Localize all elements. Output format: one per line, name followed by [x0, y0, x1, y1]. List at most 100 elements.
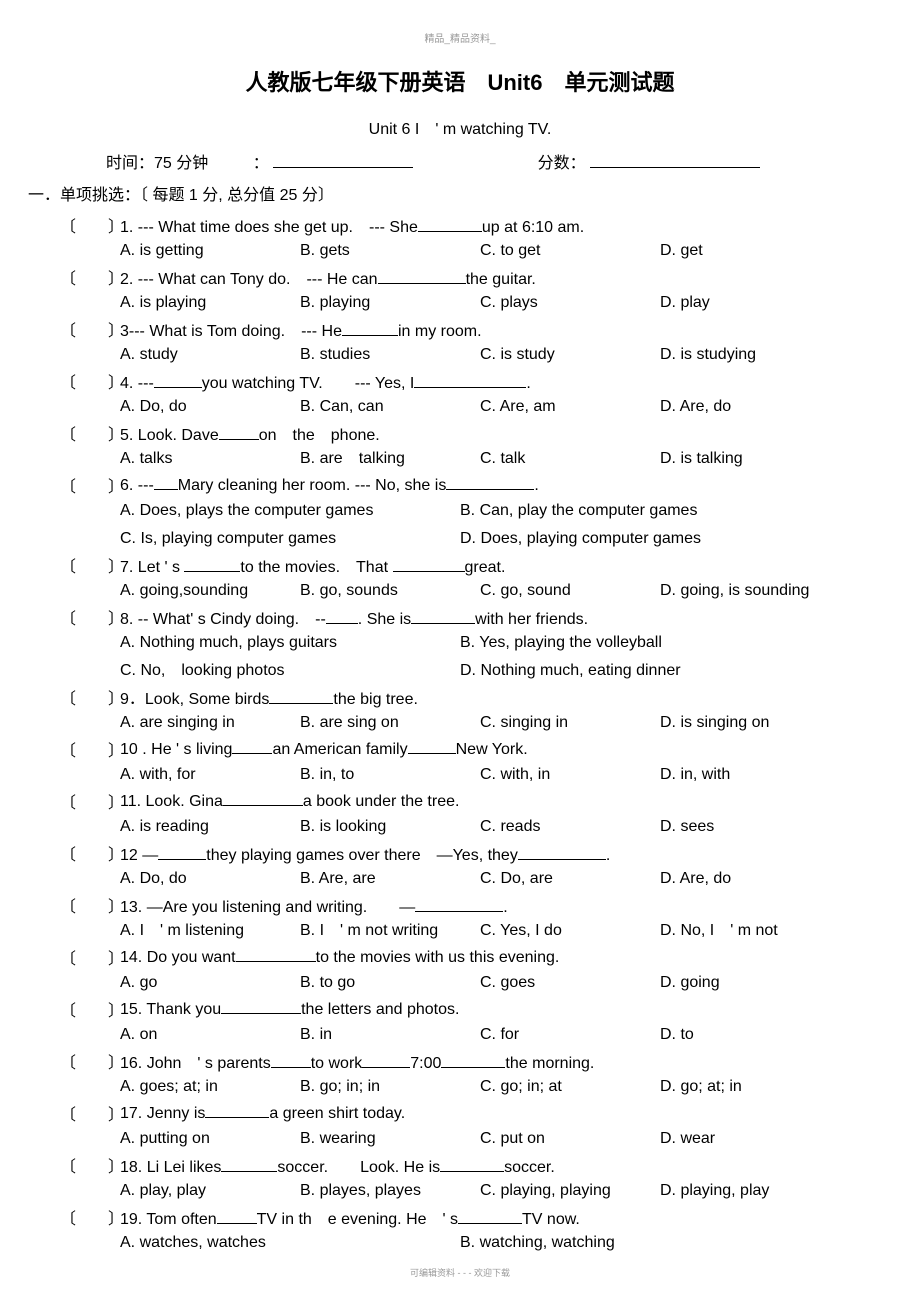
question-stem: 12 —they playing games over there —Yes, … [120, 841, 860, 865]
option: D. get [660, 237, 840, 265]
time-label: 时间：75 分钟 [106, 155, 208, 172]
option: B. go; in; in [300, 1073, 480, 1101]
option-line: A. going,soundingB. go, soundsC. go, sou… [120, 577, 860, 605]
option: D. wear [660, 1125, 840, 1153]
answer-bracket: 〔 〕 [60, 1101, 120, 1125]
option: D. play [660, 289, 840, 317]
option: A. go [120, 969, 300, 997]
option-line: A. putting onB. wearingC. put onD. wear [120, 1125, 860, 1153]
answer-bracket: 〔 〕 [60, 997, 120, 1021]
option: B. playes, playes [300, 1177, 480, 1205]
option: B. in, to [300, 761, 480, 789]
option: C. talk [480, 445, 660, 473]
option: D. go; at; in [660, 1073, 840, 1101]
option-line: A. Nothing much, plays guitarsB. Yes, pl… [120, 629, 860, 657]
option: B. gets [300, 237, 480, 265]
answer-bracket: 〔 〕 [60, 841, 120, 865]
option: D. in, with [660, 761, 840, 789]
question-row: 〔 〕14. Do you wantto the movies with us … [60, 945, 860, 969]
questions-container: 〔 〕1. --- What time does she get up. ---… [60, 213, 860, 1257]
option: C. singing in [480, 709, 660, 737]
question-row: 〔 〕18. Li Lei likessoccer. Look. He isso… [60, 1153, 860, 1177]
options-row: A. Does, plays the computer gamesB. Can,… [120, 497, 860, 553]
option-line: A. talksB. are talkingC. talkD. is talki… [120, 445, 860, 473]
question-row: 〔 〕11. Look. Ginaa book under the tree. [60, 789, 860, 813]
option: B. I ' m not writing [300, 917, 480, 945]
option-line: A. is playingB. playingC. playsD. play [120, 289, 860, 317]
option: C. go, sound [480, 577, 660, 605]
options-row: A. play, playB. playes, playesC. playing… [120, 1177, 860, 1205]
main-title: 人教版七年级下册英语 Unit6 单元测试题 [60, 65, 860, 97]
option: A. on [120, 1021, 300, 1049]
option: C. with, in [480, 761, 660, 789]
question-row: 〔 〕5. Look. Daveon the phone. [60, 421, 860, 445]
option: B. to go [300, 969, 480, 997]
option: C. Do, are [480, 865, 660, 893]
question-row: 〔 〕17. Jenny isa green shirt today. [60, 1101, 860, 1125]
option: D. Are, do [660, 865, 840, 893]
answer-bracket: 〔 〕 [60, 1205, 120, 1229]
option: C. No, looking photos [120, 657, 460, 685]
option-line: C. Is, playing computer gamesD. Does, pl… [120, 525, 860, 553]
options-row: A. are singing inB. are sing onC. singin… [120, 709, 860, 737]
option: C. Is, playing computer games [120, 525, 460, 553]
question-row: 〔 〕7. Let ' s to the movies. That great. [60, 553, 860, 577]
option: D. to [660, 1021, 840, 1049]
question-stem: 18. Li Lei likessoccer. Look. He issocce… [120, 1153, 860, 1177]
options-row: A. watches, watchesB. watching, watching [120, 1229, 860, 1257]
option: D. going [660, 969, 840, 997]
question-stem: 5. Look. Daveon the phone. [120, 421, 860, 445]
answer-bracket: 〔 〕 [60, 265, 120, 289]
option: A. Do, do [120, 393, 300, 421]
option: A. are singing in [120, 709, 300, 737]
question-row: 〔 〕8. -- What' s Cindy doing. --. She is… [60, 605, 860, 629]
option: B. Can, play the computer games [460, 497, 800, 525]
option: D. going, is sounding [660, 577, 840, 605]
answer-bracket: 〔 〕 [60, 369, 120, 393]
option: C. put on [480, 1125, 660, 1153]
option: B. are talking [300, 445, 480, 473]
question-stem: 2. --- What can Tony do. --- He canthe g… [120, 265, 860, 289]
option: C. go; in; at [480, 1073, 660, 1101]
question-row: 〔 〕4. ---you watching TV. --- Yes, I. [60, 369, 860, 393]
option-line: A. play, playB. playes, playesC. playing… [120, 1177, 860, 1205]
subtitle: Unit 6 I ' m watching TV. [60, 115, 860, 139]
answer-bracket: 〔 〕 [60, 605, 120, 629]
question-stem: 14. Do you wantto the movies with us thi… [120, 945, 860, 969]
question-row: 〔 〕10 . He ' s livingan American familyN… [60, 737, 860, 761]
option: A. putting on [120, 1125, 300, 1153]
option-line: A. Does, plays the computer gamesB. Can,… [120, 497, 860, 525]
question-stem: 17. Jenny isa green shirt today. [120, 1101, 860, 1125]
option-line: A. watches, watchesB. watching, watching [120, 1229, 860, 1257]
question-stem: 10 . He ' s livingan American familyNew … [120, 737, 860, 761]
options-row: A. with, forB. in, toC. with, inD. in, w… [120, 761, 860, 789]
option: A. going,sounding [120, 577, 300, 605]
option: D. sees [660, 813, 840, 841]
blank-field [590, 151, 760, 168]
option: D. playing, play [660, 1177, 840, 1205]
option: B. in [300, 1021, 480, 1049]
option: C. reads [480, 813, 660, 841]
option: C. Are, am [480, 393, 660, 421]
options-row: A. is readingB. is lookingC. readsD. see… [120, 813, 860, 841]
question-row: 〔 〕15. Thank youthe letters and photos. [60, 997, 860, 1021]
option-line: A. is gettingB. getsC. to getD. get [120, 237, 860, 265]
meta-sep: ： [253, 155, 269, 172]
footer-watermark: 可编辑资料 - - - 欢迎下载 [0, 1266, 920, 1279]
option: D. is studying [660, 341, 840, 369]
header-watermark: 精品_精品资料_ [60, 30, 860, 45]
question-stem: 9．Look, Some birdsthe big tree. [120, 685, 860, 709]
option: B. are sing on [300, 709, 480, 737]
question-row: 〔 〕19. Tom oftenTV in th e evening. He '… [60, 1205, 860, 1229]
answer-bracket: 〔 〕 [60, 893, 120, 917]
option: B. studies [300, 341, 480, 369]
question-stem: 11. Look. Ginaa book under the tree. [120, 789, 860, 813]
option-line: A. goB. to goC. goesD. going [120, 969, 860, 997]
options-row: A. goB. to goC. goesD. going [120, 969, 860, 997]
option: A. study [120, 341, 300, 369]
option: C. to get [480, 237, 660, 265]
answer-bracket: 〔 〕 [60, 213, 120, 237]
option: D. Does, playing computer games [460, 525, 800, 553]
options-row: A. putting onB. wearingC. put onD. wear [120, 1125, 860, 1153]
question-row: 〔 〕1. --- What time does she get up. ---… [60, 213, 860, 237]
